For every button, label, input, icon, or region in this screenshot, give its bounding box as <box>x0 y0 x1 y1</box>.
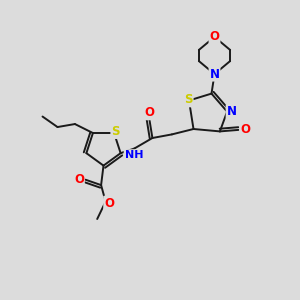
Text: NH: NH <box>124 150 143 160</box>
Text: N: N <box>226 105 237 118</box>
Text: S: S <box>111 125 120 138</box>
Text: O: O <box>240 123 250 136</box>
Text: N: N <box>209 68 220 81</box>
Text: O: O <box>74 173 84 186</box>
Text: S: S <box>184 93 193 106</box>
Text: O: O <box>144 106 154 119</box>
Text: O: O <box>209 30 220 44</box>
Text: O: O <box>104 196 114 210</box>
